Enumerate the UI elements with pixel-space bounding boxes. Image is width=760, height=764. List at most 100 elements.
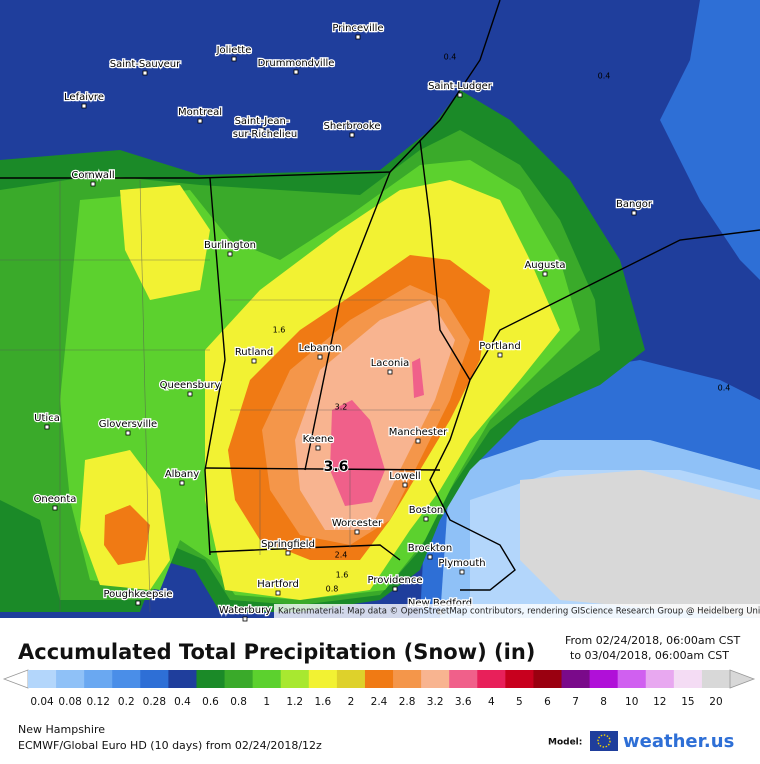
legend-swatch (561, 670, 591, 688)
contour-label: 0.4 (444, 53, 457, 62)
legend-tick-label: 2 (348, 696, 355, 708)
contour-label: 1.6 (336, 571, 349, 580)
city-label: Saint-Ludger (428, 81, 493, 92)
city-label: Portland (479, 341, 520, 352)
city-label: Utica (34, 413, 60, 424)
legend-swatch (393, 670, 422, 688)
city-label: Lowell (389, 471, 420, 482)
contour-label: 0.8 (326, 585, 339, 594)
pink-area (330, 400, 385, 506)
legend-tick-label: 10 (625, 696, 638, 708)
city-dot (259, 127, 265, 133)
legend-tick-label: 8 (600, 696, 607, 708)
city-dot (427, 554, 433, 560)
legend-tick-label: 0.4 (174, 696, 191, 708)
contour-label: 2.4 (335, 551, 348, 560)
city-dot (402, 482, 408, 488)
map: Princeville Joliette Saint-Sauveur Drummond… (0, 0, 760, 622)
grey-area (520, 470, 760, 618)
legend-swatch (477, 670, 506, 688)
city-label: Lebanon (299, 343, 342, 354)
city-label: Saint-Jean- (235, 116, 290, 127)
legend-swatch (589, 670, 619, 688)
legend-swatch (196, 670, 226, 688)
legend-swatch (421, 670, 450, 688)
city-dot (81, 103, 87, 109)
model-run: ECMWF/Global Euro HD (10 days) from 02/2… (18, 739, 322, 752)
city-label: Waterbury (219, 605, 271, 616)
yellow-blob (120, 185, 210, 300)
city-label: Providence (367, 575, 422, 586)
contour-label: 0.4 (598, 72, 611, 81)
blue-area (660, 0, 760, 280)
legend-swatch (308, 670, 338, 688)
legend-tick-label: 15 (681, 696, 694, 708)
legend-tick-label: 7 (572, 696, 579, 708)
legend-tick-label: 0.12 (87, 696, 110, 708)
city-dot (44, 424, 50, 430)
model-label: Model: (548, 738, 582, 748)
legend-tick-label: 12 (653, 696, 666, 708)
legend-swatch (168, 670, 197, 688)
city-dot (285, 550, 291, 556)
legend-tick-label: 0.08 (58, 696, 81, 708)
pink-blob (412, 358, 424, 398)
city-dot (197, 118, 203, 124)
city-label: Burlington (204, 240, 256, 251)
city-dot (631, 210, 637, 216)
city-label: Oneonta (34, 494, 77, 505)
border (209, 544, 401, 561)
city-label: Boston (409, 505, 444, 516)
city-label: Sherbrooke (323, 121, 380, 132)
legend-tick-label: 0.04 (30, 696, 54, 708)
city-dot (135, 600, 141, 606)
legend-swatch (449, 670, 478, 688)
legend-swatch (140, 670, 169, 688)
legend-tick-label: 1.6 (314, 696, 331, 708)
legend-tick-label: 0.28 (143, 696, 166, 708)
legend-swatch (224, 670, 254, 688)
legend-tick-label: 0.6 (202, 696, 219, 708)
orange-blob-sw (104, 505, 150, 565)
city-label: Queensbury (160, 380, 221, 391)
contour-label: 3.2 (335, 403, 348, 412)
legend-swatch (505, 670, 534, 688)
city-dot (354, 529, 360, 535)
legend-swatch (701, 670, 731, 688)
legend-swatch (533, 670, 563, 688)
legend-swatch (112, 670, 141, 688)
legend-tick-label: 20 (709, 696, 722, 708)
legend-tick-label: 6 (544, 696, 551, 708)
legend-swatch (252, 670, 282, 688)
city-label: Drummondville (258, 58, 335, 69)
attribution: Kartenmaterial: Map data © OpenStreetMap… (278, 607, 760, 617)
border (419, 139, 471, 381)
city-dot (317, 354, 323, 360)
to-date: to 03/04/2018, 06:00am CST (570, 649, 729, 662)
city-dot (315, 445, 321, 451)
borders (0, 0, 760, 591)
contour-label: 3.6 (324, 459, 349, 475)
city-label: Plymouth (438, 558, 485, 569)
city-label: Gloversville (99, 419, 157, 430)
city-label: Albany (165, 469, 199, 480)
legend-tick-label: 4 (488, 696, 495, 708)
legend-swatch (645, 670, 675, 688)
city-label: Saint-Sauveur (110, 59, 181, 70)
city-label: Rutland (235, 347, 273, 358)
city-dot (293, 69, 299, 75)
city-dot (275, 590, 281, 596)
legend-tick-label: 3.2 (427, 696, 444, 708)
city-dot (387, 369, 393, 375)
city-dot (349, 132, 355, 138)
city-label: Worcester (332, 518, 383, 529)
legend-tick-label: 2.4 (371, 696, 388, 708)
city-label: Joliette (216, 45, 252, 56)
legend-tick-label: 3.6 (455, 696, 472, 708)
contour-label: 1.6 (273, 326, 286, 335)
border (204, 177, 226, 556)
legend-swatch (28, 670, 57, 688)
coastline (469, 229, 760, 381)
city-dot (227, 251, 233, 257)
